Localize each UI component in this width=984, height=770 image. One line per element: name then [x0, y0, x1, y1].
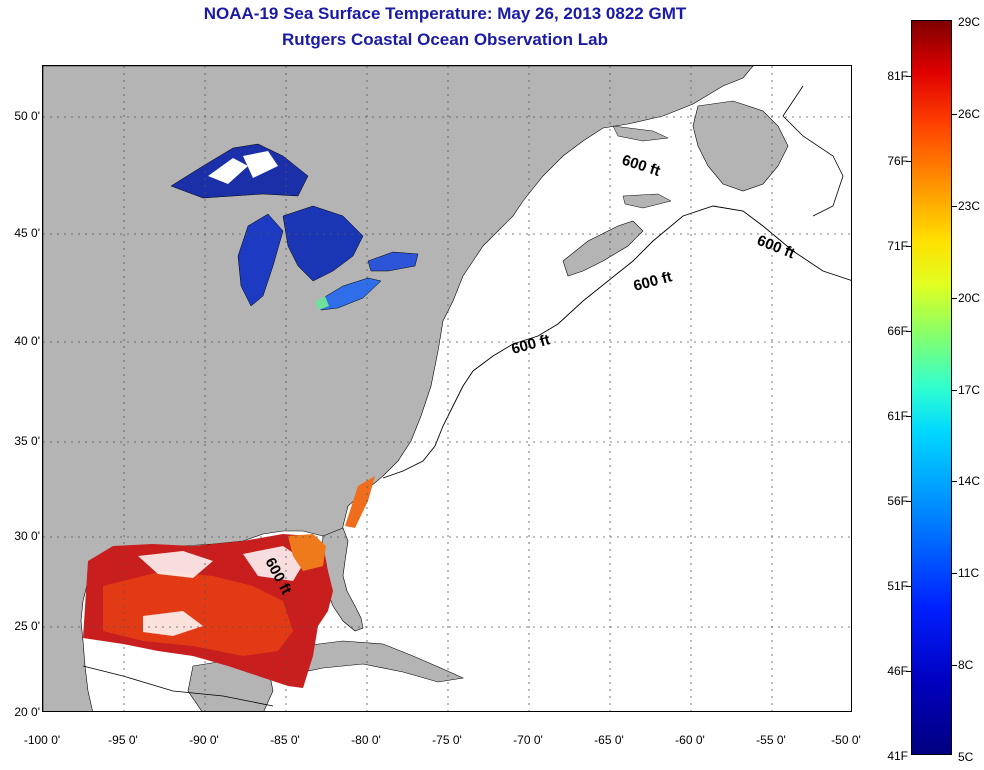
land-cuba [264, 640, 465, 683]
lake-ontario [367, 251, 419, 272]
lon-tick-label: -85 0' [270, 733, 300, 747]
colorbar-label-celsius: 29C [958, 15, 981, 29]
chart-title: NOAA-19 Sea Surface Temperature: May 26,… [203, 4, 687, 23]
land-nova-scotia [562, 220, 644, 277]
lake-huron [282, 205, 364, 282]
land-pei [622, 193, 672, 209]
colorbar-label-celsius: 20C [958, 291, 981, 305]
land-newfoundland [692, 100, 789, 192]
gulf-sst-warm [103, 571, 293, 656]
lake-michigan [237, 213, 284, 307]
lat-tick-label: 40 0' [14, 334, 40, 348]
lat-tick-label: 35 0' [14, 434, 40, 448]
colorbar-tick [906, 161, 911, 162]
lon-tick-label: -50 0' [831, 733, 861, 747]
colorbar-label-celsius: 8C [958, 658, 974, 672]
lat-tick-label: 20 0' [14, 705, 40, 719]
lat-tick-label: 45 0' [14, 226, 40, 240]
colorbar-tick [952, 573, 957, 574]
colorbar-label-celsius: 11C [958, 566, 980, 580]
lake-erie-warm [315, 296, 329, 310]
colorbar-label-fahrenheit: 41F [887, 749, 908, 763]
lake-superior-nodata [208, 158, 248, 184]
lake-superior-nodata [243, 151, 278, 178]
lat-tick-label: 30 0' [14, 529, 40, 543]
sst-map[interactable]: 600 ft 600 ft 600 ft 600 ft 600 ft [42, 65, 852, 712]
colorbar-tick [952, 114, 957, 115]
colorbar-label-fahrenheit: 51F [887, 579, 908, 593]
colorbar-tick [952, 206, 957, 207]
contour-label: 600 ft [510, 331, 552, 358]
lon-tick-label: -60 0' [675, 733, 705, 747]
colorbar-tick [906, 331, 911, 332]
colorbar-label-fahrenheit: 61F [887, 409, 908, 423]
colorbar-tick [952, 665, 957, 666]
colorbar-tick [906, 76, 911, 77]
lon-tick-label: -100 0' [23, 733, 61, 747]
colorbar-tick [952, 298, 957, 299]
colorbar-label-celsius: 14C [958, 474, 981, 488]
chart-subtitle: Rutgers Coastal Ocean Observation Lab [282, 30, 608, 49]
colorbar-tick [906, 246, 911, 247]
colorbar-label-fahrenheit: 66F [887, 324, 908, 338]
temperature-colorbar [911, 20, 952, 755]
graticule [43, 66, 851, 711]
colorbar-label-fahrenheit: 81F [887, 69, 908, 83]
map-canvas: 600 ft 600 ft 600 ft 600 ft 600 ft [43, 66, 851, 711]
lat-tick-label: 25 0' [14, 619, 40, 633]
atlantic-sst-strip [345, 476, 375, 528]
colorbar-label-celsius: 17C [958, 383, 981, 397]
lon-tick-label: -80 0' [351, 733, 381, 747]
colorbar-tick [952, 390, 957, 391]
colorbar-label-celsius: 23C [958, 199, 981, 213]
lon-tick-label: -95 0' [108, 733, 138, 747]
colorbar-label-celsius: 5C [958, 750, 974, 764]
colorbar-tick [906, 586, 911, 587]
colorbar-label-fahrenheit: 56F [887, 494, 908, 508]
colorbar-label-fahrenheit: 76F [887, 154, 908, 168]
lon-tick-label: -70 0' [513, 733, 543, 747]
colorbar-label-fahrenheit: 46F [887, 664, 908, 678]
shelf-contour [382, 205, 851, 479]
colorbar-tick [952, 481, 957, 482]
colorbar-label-celsius: 26C [958, 107, 981, 121]
gulf-sst-nodata [243, 546, 305, 581]
gulf-sst-east [288, 534, 326, 571]
lon-tick-label: -90 0' [189, 733, 219, 747]
colorbar-tick [906, 416, 911, 417]
shelf-contour-north [782, 85, 844, 217]
land-anticosti [612, 125, 669, 142]
contour-label: 600 ft [632, 268, 674, 295]
lon-tick-label: -65 0' [594, 733, 624, 747]
colorbar-tick [906, 501, 911, 502]
lake-erie [317, 277, 382, 311]
gulf-shelf-contour [82, 665, 274, 707]
gulf-sst-nodata [138, 551, 213, 578]
colorbar-tick [906, 671, 911, 672]
colorbar-label-fahrenheit: 71F [887, 239, 908, 253]
gulf-sst-nodata [143, 611, 203, 636]
lon-tick-label: -75 0' [432, 733, 462, 747]
contour-label: 600 ft [620, 152, 663, 180]
lat-tick-label: 50 0' [14, 109, 40, 123]
lon-tick-label: -55 0' [756, 733, 786, 747]
